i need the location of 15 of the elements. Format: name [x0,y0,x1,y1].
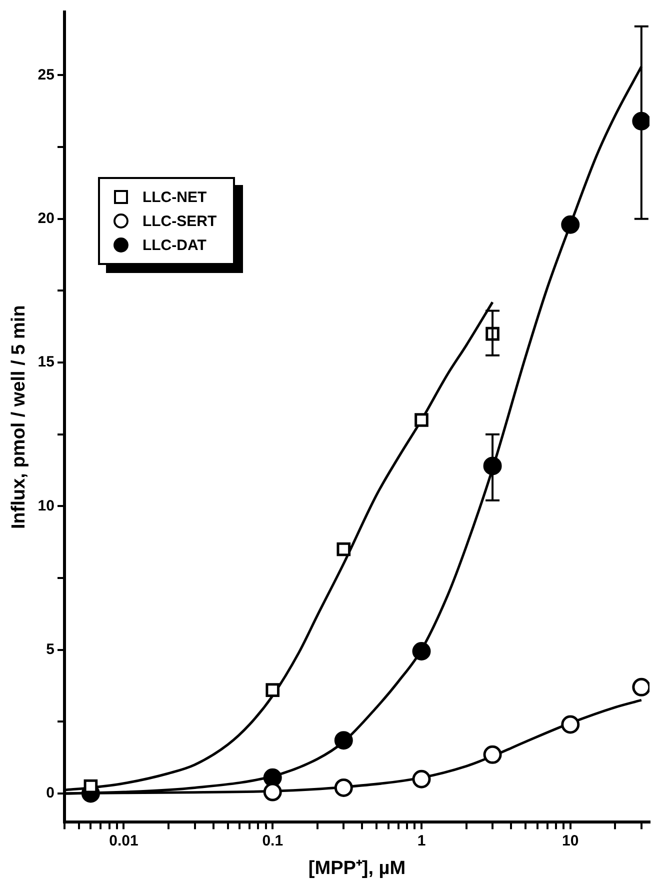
y-tick-label: 5 [46,640,54,658]
legend-label: LLC-DAT [142,236,206,254]
x-tick-label: 1 [417,832,426,850]
y-axis-title: Influx, pmol / well / 5 min [8,305,30,530]
x-tick-label: 10 [562,832,579,850]
x-tick-label: 0.01 [109,832,138,850]
y-tick-label: 15 [38,354,54,371]
x-axis-title: [MPP⁺], µM [308,858,406,879]
y-tick-label: 25 [38,66,54,84]
legend-label: LLC-SERT [142,212,217,230]
legend-label: LLC-NET [142,188,207,206]
y-tick-label: 0 [46,784,54,802]
y-tick-label: 10 [38,497,54,514]
y-tick-label: 20 [38,210,54,227]
x-tick-label: 0.1 [262,832,284,850]
